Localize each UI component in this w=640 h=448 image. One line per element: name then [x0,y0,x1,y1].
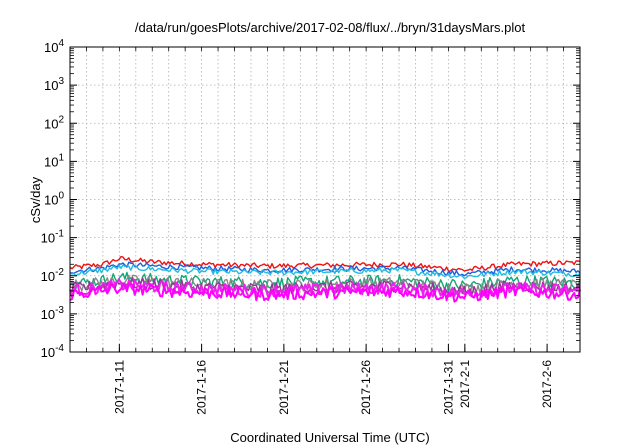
y-tick-label: 103 [44,76,64,93]
series-line [69,282,581,303]
y-axis-label: cSv/day [28,176,43,223]
y-tick-label: 10-2 [41,267,65,284]
y-tick-label: 104 [44,38,64,55]
x-tick-label: 2017-1-26 [359,360,373,415]
x-tick-label: 2017-2-6 [540,360,554,408]
x-tick-label: 2017-1-21 [277,360,291,415]
series-line [69,255,581,272]
y-tick-label: 100 [44,191,64,208]
series-line [69,264,581,279]
series-layer [69,255,581,303]
chart-title: /data/run/goesPlots/archive/2017-02-08/f… [135,20,526,35]
x-tick-label: 2017-1-16 [195,360,209,415]
y-tick-label: 10-3 [41,305,65,322]
series-line [69,261,581,277]
x-tick-label: 2017-1-11 [112,360,126,414]
grid [70,47,580,352]
plot-frame [69,46,581,353]
axes: 10-4 10-3 10-2 10-1 100 101 102 103 104 2017-1-11… [41,38,580,415]
x-tick-label: 2017-2-1 [458,360,472,408]
y-tick-label: 102 [44,114,64,131]
y-tick-label: 101 [44,152,64,169]
y-tick-label: 10-1 [41,229,65,246]
x-axis-label: Coordinated Universal Time (UTC) [230,430,429,445]
x-tick-label: 2017-1-31 [441,360,455,415]
y-tick-label: 10-4 [41,343,65,360]
